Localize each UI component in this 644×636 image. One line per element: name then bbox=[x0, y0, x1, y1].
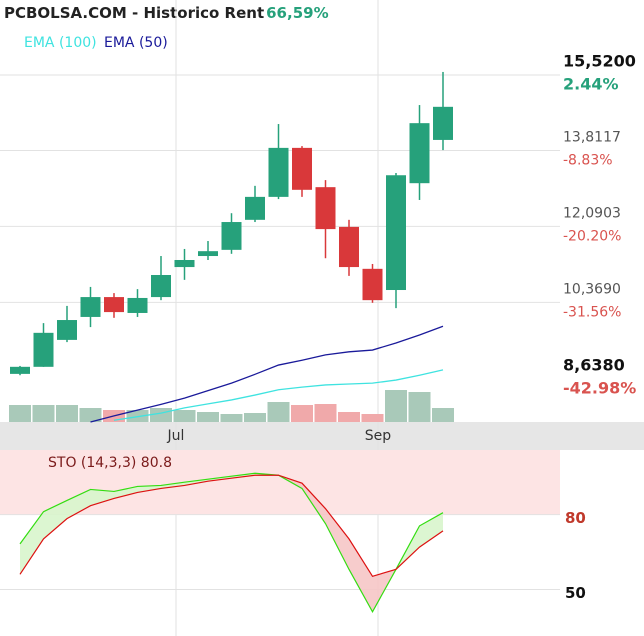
volume-bar bbox=[338, 412, 360, 422]
volume-bar bbox=[173, 410, 196, 422]
volume-bar bbox=[244, 413, 266, 422]
x-tick-label: Jul bbox=[167, 428, 185, 444]
sto-fill bbox=[419, 512, 443, 548]
volume-bar bbox=[56, 405, 78, 422]
sto-fill bbox=[114, 486, 138, 499]
candle-body bbox=[174, 259, 195, 268]
candle-body bbox=[315, 187, 336, 230]
candle-body bbox=[386, 175, 406, 291]
candle-body bbox=[433, 106, 453, 140]
sto-title: STO (14,3,3) 80.8 bbox=[48, 455, 172, 471]
sto-fill bbox=[43, 500, 67, 539]
volume-bar bbox=[267, 402, 290, 422]
volume-bar bbox=[361, 414, 384, 422]
sto-line bbox=[19, 474, 444, 578]
candle-body bbox=[362, 268, 383, 301]
candle-body bbox=[409, 123, 430, 184]
volume-bar bbox=[408, 392, 431, 422]
volume-bar bbox=[220, 414, 243, 422]
volume-bar bbox=[9, 405, 31, 422]
header: PCBOLSA.COM - Historico Rent 66,59% bbox=[4, 4, 329, 22]
volume-bar bbox=[32, 405, 55, 422]
candle-body bbox=[104, 297, 124, 313]
y-tick-label: 50 bbox=[565, 584, 586, 602]
candle-body bbox=[127, 297, 148, 313]
y-tick-label: 15,5200 bbox=[563, 52, 636, 71]
x-tick-label: Sep bbox=[365, 428, 392, 444]
candle-body bbox=[80, 297, 101, 317]
candle-body bbox=[198, 251, 218, 257]
sto-fill bbox=[161, 482, 185, 489]
y-tick-label: 80 bbox=[565, 509, 586, 527]
y-tick-change: -8.83% bbox=[563, 152, 613, 168]
y-tick-change: -42.98% bbox=[563, 378, 636, 397]
candle-body bbox=[10, 366, 30, 374]
ema-line bbox=[113, 369, 444, 421]
volume-bar bbox=[314, 404, 337, 422]
candle-body bbox=[57, 320, 77, 340]
panel-separator bbox=[0, 422, 644, 450]
sto-fill bbox=[20, 511, 44, 575]
sto-line bbox=[19, 472, 444, 614]
volume-bar bbox=[385, 390, 407, 422]
sto-fill bbox=[349, 538, 373, 612]
candle-body bbox=[33, 332, 54, 367]
candle-body bbox=[221, 222, 242, 250]
sto-fill bbox=[67, 489, 91, 519]
ema-line bbox=[90, 325, 444, 423]
y-tick-change: -31.56% bbox=[563, 304, 621, 320]
candle-body bbox=[339, 226, 359, 268]
y-tick-label: 12,0903 bbox=[563, 205, 621, 221]
volume-bar bbox=[432, 408, 454, 422]
legend-entry: EMA (100) bbox=[24, 35, 97, 51]
sto-fill bbox=[90, 489, 114, 506]
y-tick-label: 10,3690 bbox=[563, 281, 621, 297]
legend-entry: EMA (50) bbox=[104, 35, 168, 51]
volume-bar bbox=[126, 410, 149, 422]
header-title: PCBOLSA.COM - Historico Rent bbox=[4, 4, 264, 22]
sto-fill bbox=[302, 483, 326, 524]
sto-fill bbox=[137, 485, 161, 493]
y-tick-change: -20.20% bbox=[563, 228, 621, 244]
volume-bar bbox=[150, 408, 172, 422]
candle-body bbox=[268, 147, 289, 197]
header-rent: 66,59% bbox=[266, 4, 328, 22]
sto-fill bbox=[325, 508, 349, 570]
volume-bar bbox=[197, 412, 219, 422]
candle-body bbox=[245, 196, 265, 220]
candle-body bbox=[292, 147, 312, 190]
candle-body bbox=[151, 275, 171, 298]
volume-bar bbox=[291, 405, 313, 422]
volume-bar bbox=[79, 408, 102, 422]
y-tick-change: 2.44% bbox=[563, 75, 619, 94]
y-tick-label: 8,6380 bbox=[563, 355, 625, 374]
y-tick-label: 13,8117 bbox=[563, 129, 621, 145]
